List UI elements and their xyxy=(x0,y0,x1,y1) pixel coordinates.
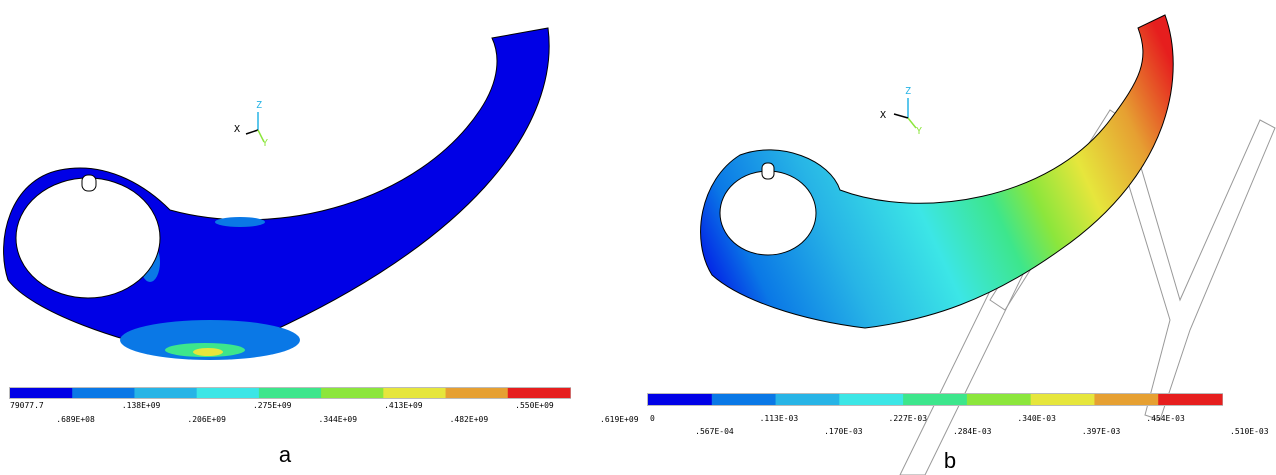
triad-label: Y xyxy=(916,126,922,137)
colorbar-label: .340E-03 xyxy=(1017,414,1056,423)
colorbar-band xyxy=(197,388,260,398)
colorbar-band xyxy=(72,388,135,398)
colorbar-band xyxy=(776,394,840,405)
colorbar-band xyxy=(839,394,903,405)
colorbar-band xyxy=(1094,394,1158,405)
axis-triad xyxy=(246,98,916,142)
colorbar-label: .138E+09 xyxy=(122,401,161,410)
colorbar-band xyxy=(134,388,197,398)
model-b xyxy=(701,15,1174,328)
triad-label: Y xyxy=(262,138,268,149)
colorbar-band xyxy=(321,388,384,398)
colorbar-label: 79077.7 xyxy=(10,401,44,410)
colorbar-label: .567E-04 xyxy=(695,427,734,436)
colorbar-label: 0 xyxy=(650,414,655,423)
colorbar-label: .482E+09 xyxy=(450,415,489,424)
colorbar-label: .689E+08 xyxy=(56,415,95,424)
colorbar-label: .619E+09 xyxy=(600,415,639,424)
colorbar-label: .510E-03 xyxy=(1230,427,1269,436)
triad-label: X xyxy=(880,110,886,121)
colorbar-band xyxy=(1158,394,1222,405)
colorbar-band xyxy=(508,388,571,398)
colorbar-band xyxy=(446,388,509,398)
colorbar-label: .397E-03 xyxy=(1082,427,1121,436)
colorbar-band xyxy=(383,388,446,398)
colorbar-band xyxy=(967,394,1031,405)
colorbar-band xyxy=(10,388,73,398)
colorbar-label: .344E+09 xyxy=(319,415,358,424)
colorbar-band xyxy=(648,394,712,405)
model-a xyxy=(4,28,550,360)
colorbar-label: .284E-03 xyxy=(953,427,992,436)
colorbar-label: .413E+09 xyxy=(384,401,423,410)
colorbar-label: .170E-03 xyxy=(824,427,863,436)
caption: a xyxy=(279,442,292,467)
colorbar-label: .206E+09 xyxy=(187,415,226,424)
figure: 79077.7 .689E+08 .138E+09 .206E+09 .275E+09.… xyxy=(0,0,1276,475)
colorbar-label: .550E+09 xyxy=(515,401,554,410)
colorbar-band xyxy=(712,394,776,405)
triad-label: X xyxy=(234,124,240,135)
colorbar-label: .454E-03 xyxy=(1146,414,1185,423)
colorbar-band xyxy=(1031,394,1095,405)
triad-label: Z xyxy=(905,86,911,97)
colorbar-label: .227E-03 xyxy=(889,414,928,423)
triad-label: Z xyxy=(256,100,262,111)
colorbar-label: .275E+09 xyxy=(253,401,292,410)
caption: b xyxy=(944,448,956,473)
colorbar-label: .113E-03 xyxy=(760,414,799,423)
colorbar-band xyxy=(903,394,967,405)
colorbar-band xyxy=(259,388,322,398)
